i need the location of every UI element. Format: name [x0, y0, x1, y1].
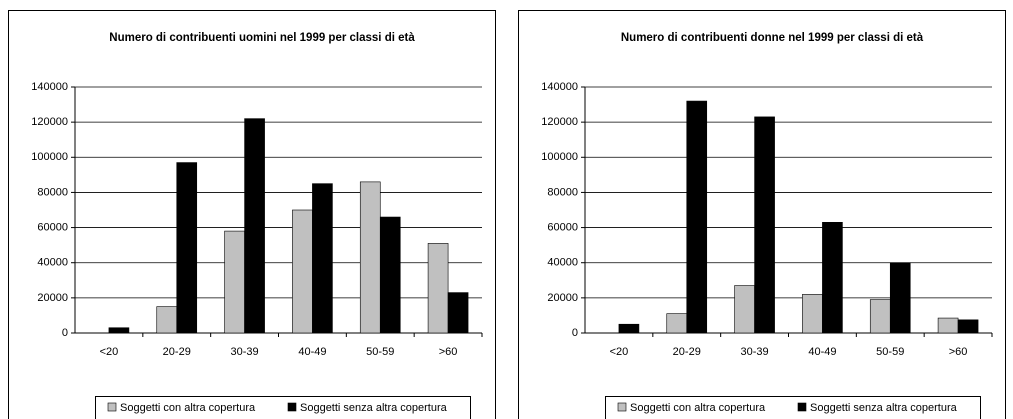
- y-tick-label: 100000: [31, 151, 68, 163]
- y-tick-label: 140000: [31, 81, 68, 93]
- x-tick-label: 20-29: [673, 346, 701, 358]
- chart: Numero di contribuenti uomini nel 1999 p…: [8, 10, 496, 419]
- x-tick-label: 40-49: [298, 346, 326, 358]
- legend-box: [95, 396, 471, 419]
- y-tick-label: 0: [572, 327, 578, 339]
- y-tick-label: 60000: [547, 221, 578, 233]
- y-tick-label: 20000: [547, 292, 578, 304]
- y-tick-label: 80000: [37, 186, 68, 198]
- x-tick-label: >60: [949, 346, 968, 358]
- legend-swatch: [107, 402, 117, 412]
- bar: [292, 209, 313, 334]
- bar: [802, 294, 823, 334]
- bar: [754, 116, 775, 334]
- bar: [108, 327, 130, 334]
- bar: [447, 292, 469, 334]
- chart: Numero di contribuenti donne nel 1999 pe…: [518, 10, 1006, 419]
- legend-label: Soggetti con altra copertura: [120, 402, 256, 414]
- bar: [666, 313, 688, 334]
- legend-swatch: [287, 402, 297, 412]
- y-tick-label: 20000: [37, 292, 68, 304]
- bar: [822, 222, 843, 334]
- x-tick-label: 50-59: [366, 346, 394, 358]
- x-tick-label: 30-39: [231, 346, 259, 358]
- y-tick-label: 40000: [37, 257, 68, 269]
- bar: [244, 118, 265, 334]
- x-tick-label: 30-39: [741, 346, 769, 358]
- y-tick-label: 120000: [31, 116, 68, 128]
- bar: [427, 243, 449, 334]
- bar: [686, 100, 708, 334]
- chart-title: Numero di contribuenti donne nel 1999 pe…: [621, 32, 924, 44]
- y-tick-label: 40000: [547, 257, 578, 269]
- legend-label: Soggetti senza altra copertura: [300, 402, 448, 414]
- y-tick-label: 100000: [541, 151, 578, 163]
- x-tick-label: 20-29: [163, 346, 191, 358]
- y-tick-label: 60000: [37, 221, 68, 233]
- legend-label: Soggetti con altra copertura: [630, 402, 766, 414]
- bar: [937, 317, 959, 334]
- bar: [176, 162, 198, 334]
- x-tick-label: >60: [439, 346, 458, 358]
- y-tick-label: 140000: [541, 81, 578, 93]
- x-tick-label: <20: [610, 346, 629, 358]
- x-tick-label: <20: [100, 346, 119, 358]
- chart-title: Numero di contribuenti uomini nel 1999 p…: [109, 32, 415, 44]
- y-tick-label: 0: [62, 327, 68, 339]
- x-tick-label: 40-49: [808, 346, 836, 358]
- bar: [224, 230, 245, 334]
- bar: [312, 183, 333, 334]
- legend-swatch: [617, 402, 627, 412]
- bar: [889, 262, 911, 334]
- legend-label: Soggetti senza altra copertura: [810, 402, 958, 414]
- bar: [618, 323, 640, 334]
- legend-box: [605, 396, 981, 419]
- legend-swatch: [797, 402, 807, 412]
- bar: [359, 181, 381, 334]
- bar: [869, 299, 891, 334]
- y-tick-label: 120000: [541, 116, 578, 128]
- x-tick-label: 50-59: [876, 346, 904, 358]
- bar: [156, 306, 178, 334]
- bar: [957, 319, 979, 334]
- y-tick-label: 80000: [547, 186, 578, 198]
- bar: [379, 216, 401, 334]
- bar: [734, 285, 755, 334]
